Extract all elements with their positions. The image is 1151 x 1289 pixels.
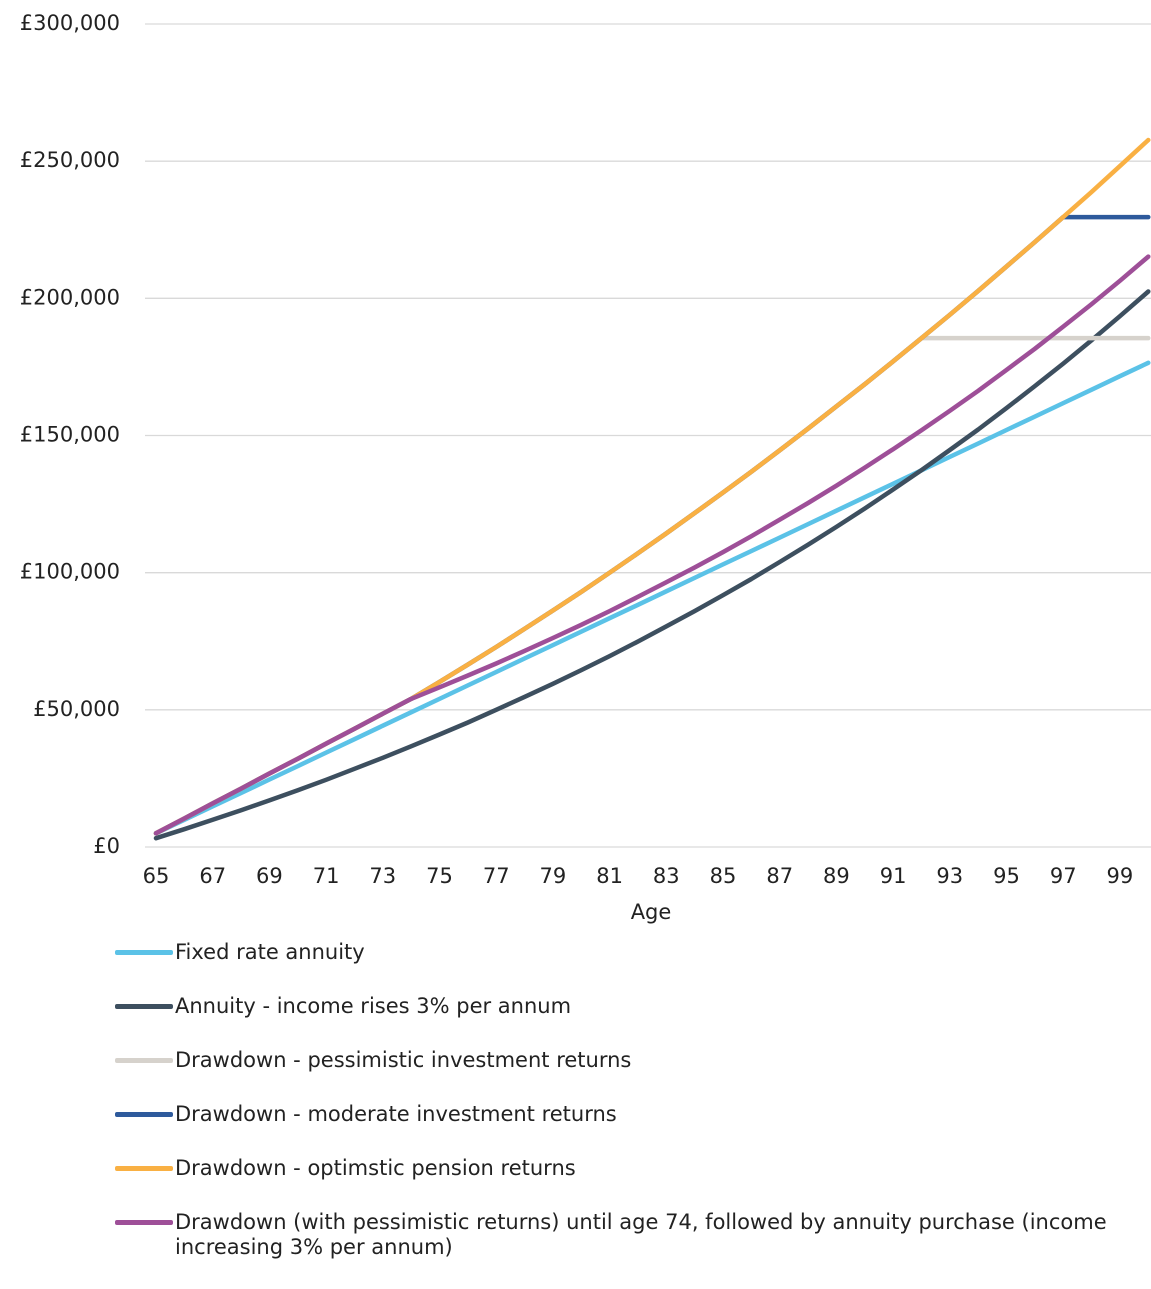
- x-tick-label: 93: [936, 864, 963, 888]
- x-tick-label: 65: [143, 864, 170, 888]
- series-line: [153, 360, 1151, 836]
- legend-item: Fixed rate annuity: [115, 940, 1151, 965]
- legend-swatch: [115, 1058, 173, 1063]
- legend-swatch: [115, 1004, 173, 1009]
- x-tick-label: 75: [426, 864, 453, 888]
- legend-label: Annuity - income rises 3% per annum: [175, 994, 572, 1018]
- y-tick-label: £200,000: [20, 285, 120, 309]
- legend-item: Drawdown - pessimistic investment return…: [115, 1048, 1151, 1073]
- series-line: [153, 289, 1151, 841]
- legend-swatch: [115, 1166, 173, 1171]
- y-tick-label: £250,000: [20, 148, 120, 172]
- legend-item: Drawdown - optimstic pension returns: [115, 1156, 1151, 1181]
- series-line: [153, 137, 1151, 836]
- y-tick-label: £300,000: [20, 11, 120, 35]
- legend-swatch: [115, 950, 173, 955]
- y-tick-label: £100,000: [20, 560, 120, 584]
- x-tick-label: 87: [766, 864, 793, 888]
- x-tick-label: 67: [199, 864, 226, 888]
- x-tick-label: 99: [1107, 864, 1134, 888]
- x-axis-label: Age: [631, 900, 672, 924]
- x-tick-label: 77: [483, 864, 510, 888]
- legend-item: Drawdown (with pessimistic returns) unti…: [115, 1210, 1151, 1260]
- x-tick-label: 97: [1050, 864, 1077, 888]
- x-tick-label: 89: [823, 864, 850, 888]
- legend-label: Fixed rate annuity: [175, 940, 365, 964]
- y-tick-label: £50,000: [33, 697, 120, 721]
- x-tick-label: 73: [369, 864, 396, 888]
- x-tick-label: 85: [710, 864, 737, 888]
- series-line: [153, 254, 1151, 836]
- x-tick-label: 71: [313, 864, 340, 888]
- legend-swatch: [115, 1220, 173, 1225]
- x-tick-label: 95: [993, 864, 1020, 888]
- legend: Fixed rate annuity Annuity - income rises…: [115, 940, 1151, 1289]
- legend-label: Drawdown - pessimistic investment return…: [175, 1048, 632, 1072]
- legend-item: Annuity - income rises 3% per annum: [115, 994, 1151, 1019]
- y-tick-label: £0: [93, 834, 120, 858]
- x-tick-label: 79: [540, 864, 567, 888]
- legend-label: Drawdown - optimstic pension returns: [175, 1156, 576, 1180]
- legend-item: Drawdown - moderate investment returns: [115, 1102, 1151, 1127]
- legend-label: Drawdown (with pessimistic returns) unti…: [175, 1210, 1107, 1259]
- series-line: [153, 214, 1151, 836]
- legend-swatch: [115, 1112, 173, 1117]
- x-tick-label: 83: [653, 864, 680, 888]
- x-tick-label: 69: [256, 864, 283, 888]
- x-tick-label: 91: [880, 864, 907, 888]
- y-tick-label: £150,000: [20, 423, 120, 447]
- legend-label: Drawdown - moderate investment returns: [175, 1102, 617, 1126]
- x-tick-label: 81: [596, 864, 623, 888]
- chart: Age £0 £50,000 £100,000 £150,000 £200,000 £25…: [20, 11, 1151, 924]
